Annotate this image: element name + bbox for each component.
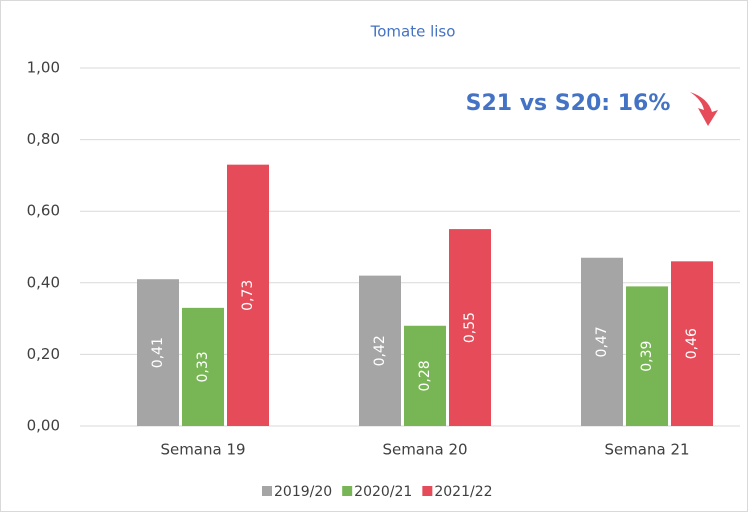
annotation: S21 vs S20: 16% — [466, 91, 671, 116]
chart-title: Tomate liso — [370, 23, 456, 41]
value-label: 0,46 — [684, 328, 700, 359]
legend-label: 2021/22 — [434, 484, 492, 500]
x-tick-label: Semana 19 — [160, 441, 245, 459]
value-label: 0,41 — [150, 337, 166, 368]
value-label: 0,47 — [594, 326, 610, 357]
legend-label: 2020/21 — [354, 484, 412, 500]
value-label: 0,39 — [639, 341, 655, 372]
x-tick-label: Semana 21 — [604, 441, 689, 459]
bar — [404, 325, 446, 426]
legend-label: 2019/20 — [274, 484, 332, 500]
x-tick-label: Semana 20 — [382, 441, 467, 459]
legend-swatch — [422, 486, 433, 496]
y-tick-label: 0,80 — [27, 130, 60, 148]
value-label: 0,73 — [240, 280, 256, 311]
legend-swatch — [342, 486, 353, 496]
bar — [359, 275, 401, 426]
bar — [182, 307, 224, 426]
value-label: 0,42 — [372, 335, 388, 366]
bar — [581, 257, 623, 426]
value-label: 0,28 — [417, 360, 433, 391]
y-tick-label: 0,60 — [27, 202, 60, 220]
down-arrow — [690, 92, 718, 126]
bar — [227, 164, 269, 426]
bar — [137, 279, 179, 426]
y-tick-label: 0,40 — [27, 273, 60, 291]
bar — [671, 261, 713, 426]
value-label: 0,55 — [462, 312, 478, 343]
legend-swatch — [262, 486, 272, 496]
bar — [449, 229, 491, 426]
value-label: 0,33 — [195, 351, 211, 382]
y-tick-label: 1,00 — [27, 59, 60, 77]
y-tick-label: 0,00 — [27, 417, 60, 435]
bar — [626, 286, 668, 426]
y-tick-label: 0,20 — [27, 345, 60, 363]
